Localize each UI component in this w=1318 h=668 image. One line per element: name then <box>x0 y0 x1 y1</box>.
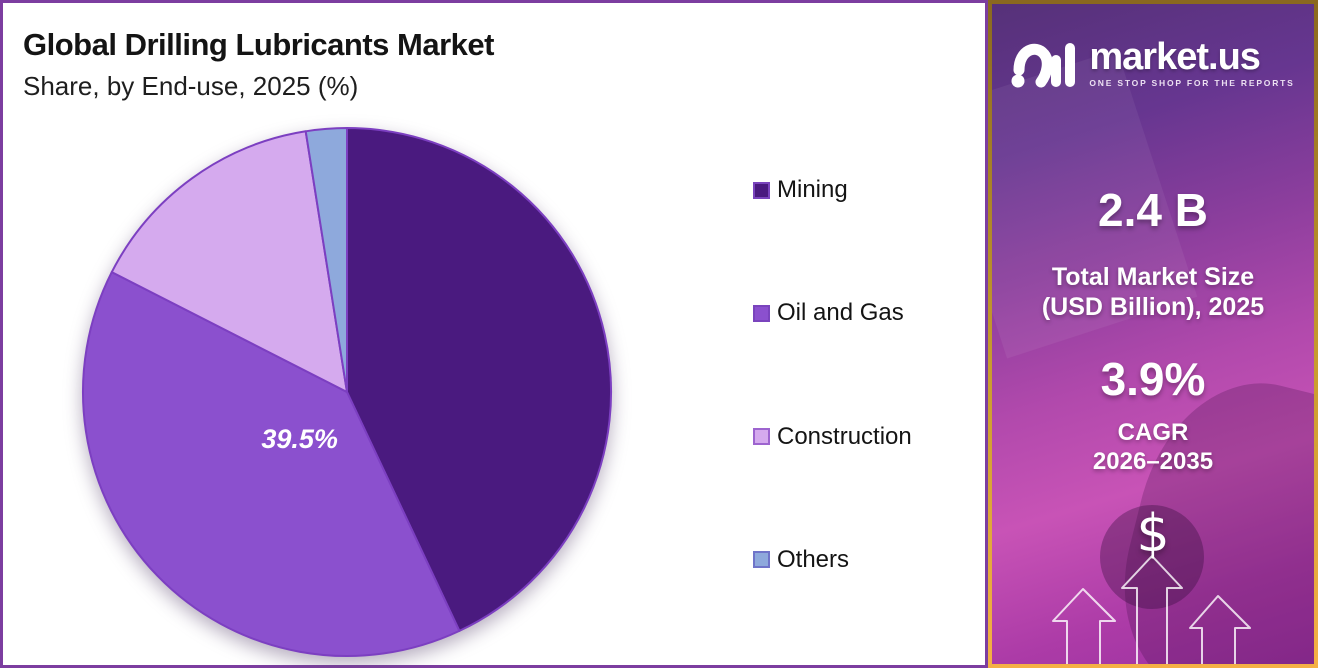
pie-slice-mining <box>346 127 613 632</box>
legend-item-oil-and-gas: Oil and Gas <box>753 298 963 328</box>
chart-panel: Global Drilling Lubricants Market Share,… <box>0 0 988 668</box>
legend-item-construction: Construction <box>753 422 963 452</box>
brand-logo: market.us ONE STOP SHOP FOR THE REPORTS <box>992 34 1314 92</box>
cagr-label-line1: CAGR <box>1117 419 1189 446</box>
legend-swatch <box>753 551 770 569</box>
total-market-size-label-line1: Total Market Size <box>1051 263 1255 291</box>
pie-slice-others <box>304 127 348 393</box>
brand-text-block: market.us ONE STOP SHOP FOR THE REPORTS <box>1089 35 1295 88</box>
growth-arrows-icon <box>1052 555 1251 664</box>
chart-title: Global Drilling Lubricants Market <box>23 27 494 62</box>
legend-swatch <box>753 181 770 199</box>
legend-label: Construction <box>777 422 912 450</box>
brand-tagline: ONE STOP SHOP FOR THE REPORTS <box>1089 77 1295 88</box>
pie-slice-construction <box>110 130 348 393</box>
legend-swatch <box>753 304 770 322</box>
legend-item-mining: Mining <box>753 175 963 205</box>
total-market-size-label: Total Market Size (USD Billion), 2025 <box>992 262 1314 322</box>
legend: Mining Oil and Gas Construction Others <box>753 175 963 575</box>
brand-name: market.us <box>1089 35 1261 78</box>
legend-label: Mining <box>777 176 848 203</box>
legend-swatch <box>753 428 770 446</box>
cagr-label: CAGR 2026–2035 <box>992 418 1314 476</box>
cagr-label-line2: 2026–2035 <box>1092 448 1214 475</box>
sidebar-background: market.us ONE STOP SHOP FOR THE REPORTS … <box>992 4 1314 664</box>
total-market-size-value: 2.4 B <box>1098 184 1208 236</box>
cagr-value: 3.9% <box>1100 353 1206 405</box>
pie-chart: 39.5% <box>82 127 613 657</box>
total-market-size-label-line2: (USD Billion), 2025 <box>1041 293 1265 321</box>
dollar-sign-icon: $ <box>1136 504 1170 564</box>
legend-item-others: Others <box>753 545 963 575</box>
legend-label: Others <box>777 545 850 573</box>
pie-data-label: 39.5% <box>261 424 338 454</box>
pie-slice-oil-and-gas <box>82 271 461 657</box>
legend-label: Oil and Gas <box>777 299 904 327</box>
marketus-logo-icon <box>1011 43 1076 88</box>
brand-sidebar: market.us ONE STOP SHOP FOR THE REPORTS … <box>988 0 1318 668</box>
chart-subtitle: Share, by End-use, 2025 (%) <box>23 71 359 101</box>
